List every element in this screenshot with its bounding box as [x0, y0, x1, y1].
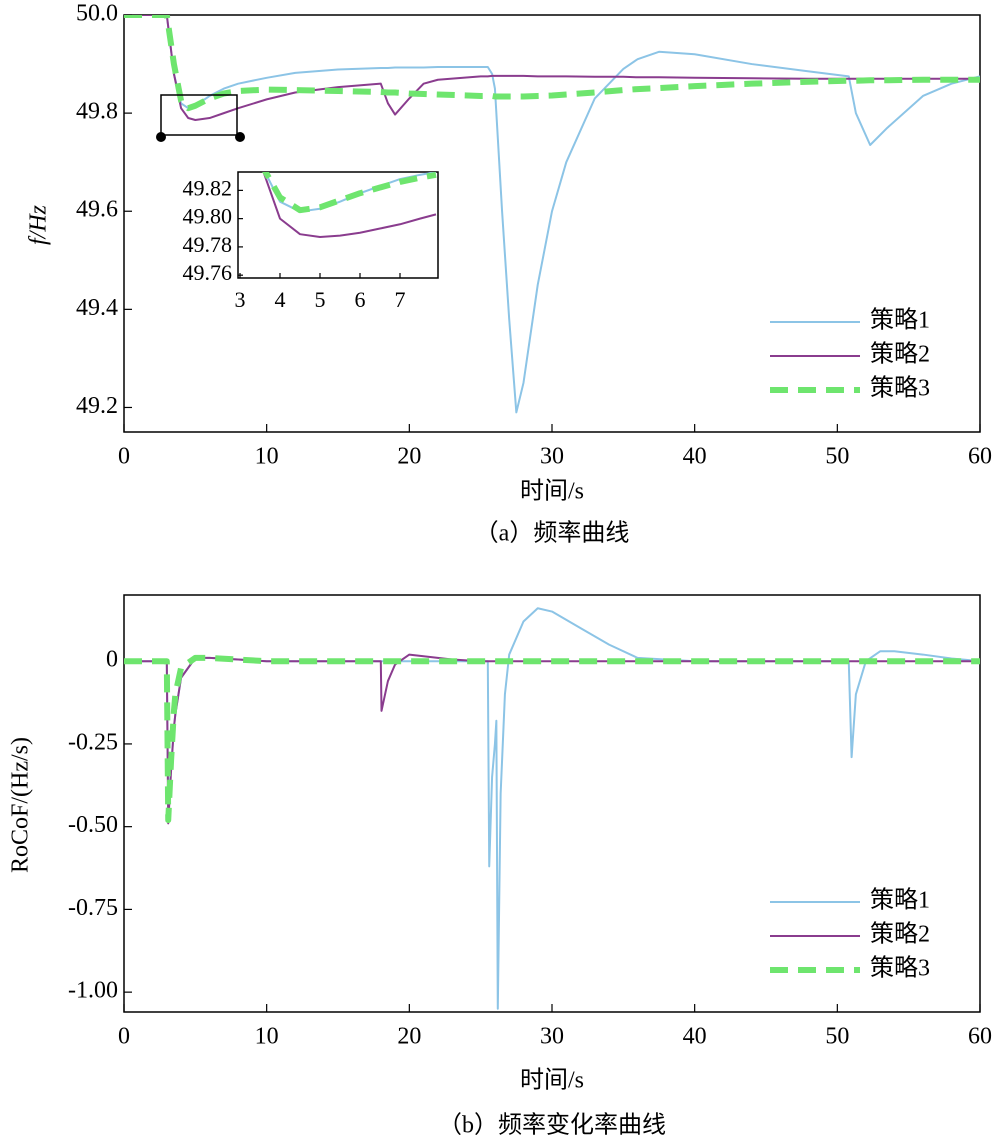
- y-tick-label: 49.4: [76, 295, 118, 321]
- x-tick-label: 50: [825, 1024, 849, 1050]
- x-tick-label: 4: [275, 287, 286, 312]
- x-tick-label: 20: [397, 444, 421, 470]
- y-axis-label: f/Hz: [26, 204, 52, 245]
- plot-frame: [123, 594, 981, 1013]
- y-tick-label: -0.75: [68, 895, 118, 921]
- x-tick-label: 5: [315, 287, 326, 312]
- x-tick-label: 30: [540, 1024, 564, 1050]
- x-tick-label: 20: [397, 1024, 421, 1050]
- y-tick-label: 49.6: [76, 197, 118, 223]
- x-tick-label: 0: [118, 1024, 130, 1050]
- x-tick-label: 40: [683, 444, 707, 470]
- x-tick-label: 10: [255, 1024, 279, 1050]
- legend-label: 策略3: [870, 955, 930, 982]
- plot-area: 3 4 5 6 7 49.76 49.78 49.80 49.82: [183, 171, 439, 312]
- y-tick-label: 0: [106, 647, 118, 673]
- series-group: [124, 607, 980, 1010]
- x-tick-label: 7: [395, 287, 406, 312]
- x-tick-label: 6: [355, 287, 366, 312]
- line-series: [262, 172, 437, 239]
- x-tick-label: 30: [540, 444, 564, 470]
- x-tick-label: 50: [825, 444, 849, 470]
- legend-label: 策略1: [870, 887, 930, 914]
- line-series: [262, 172, 437, 214]
- line-series: [124, 15, 980, 112]
- series-group: [124, 15, 980, 414]
- plot-area: 0 10 20 30 40 50 60 -1.00 -0.75 -0.50 -0.25 0 策略1 策略2…: [68, 594, 992, 1050]
- y-tick-label: -0.25: [68, 729, 118, 755]
- zoom-marker: [156, 132, 166, 142]
- y-tick-label: -1.00: [68, 978, 118, 1004]
- legend-label: 策略1: [870, 307, 930, 334]
- zoom-box: [160, 94, 238, 136]
- x-axis-label: 时间/s: [520, 1067, 584, 1094]
- caption: （a）频率曲线: [475, 520, 630, 547]
- line-series: [124, 15, 980, 414]
- legend-label: 策略2: [870, 341, 930, 368]
- y-tick-label: 49.80: [183, 204, 233, 229]
- x-tick-label: 10: [255, 444, 279, 470]
- zoom-marker: [235, 132, 245, 142]
- x-tick-label: 0: [118, 444, 130, 470]
- x-tick-label: 60: [968, 1024, 992, 1050]
- line-series: [124, 654, 980, 824]
- caption: （b）频率变化率曲线: [438, 1112, 666, 1139]
- y-axis-label: RoCoF/(Hz/s): [8, 737, 34, 873]
- x-tick-label: 60: [968, 444, 992, 470]
- y-tick-label: 49.8: [76, 99, 118, 125]
- y-tick-label: 49.76: [183, 260, 233, 285]
- legend-label: 策略2: [870, 921, 930, 948]
- y-tick-label: 50.0: [76, 1, 118, 27]
- x-tick-label: 3: [235, 287, 246, 312]
- plot-frame: [237, 171, 439, 279]
- y-tick-label: 49.2: [76, 393, 118, 419]
- y-tick-label: 49.82: [183, 175, 233, 200]
- x-axis-label: 时间/s: [520, 478, 584, 505]
- series-group: [262, 172, 437, 239]
- legend-label: 策略3: [870, 375, 930, 402]
- x-tick-label: 40: [683, 1024, 707, 1050]
- y-tick-label: 49.78: [183, 232, 233, 257]
- y-tick-label: -0.50: [68, 812, 118, 838]
